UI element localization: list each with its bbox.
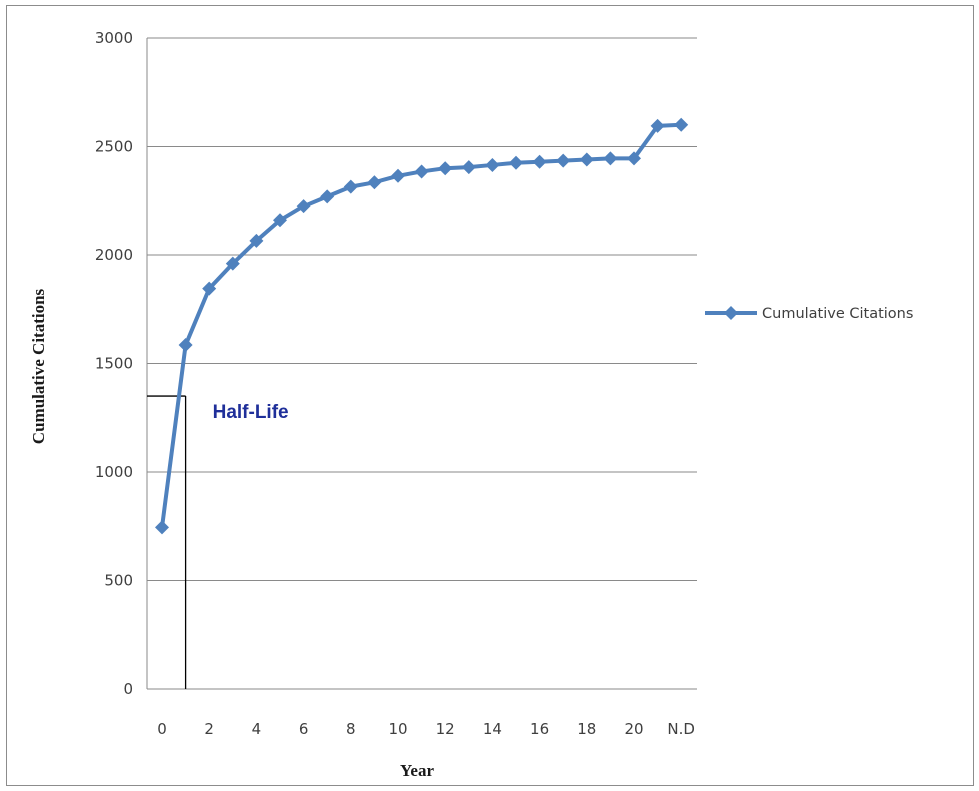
data-point-marker (509, 155, 523, 170)
series-line (160, 122, 682, 528)
gridlines (147, 37, 697, 581)
data-point-marker (579, 152, 594, 167)
x-tick-label: 6 (299, 720, 309, 738)
x-tick-label: 16 (530, 720, 549, 738)
data-point-marker (438, 161, 453, 176)
data-point-marker (556, 153, 571, 168)
data-point-marker (674, 117, 689, 132)
y-tick-label: 1000 (95, 463, 133, 481)
x-tick-label: 8 (346, 720, 356, 738)
data-point-marker (603, 151, 618, 166)
x-axis-title: Year (400, 761, 434, 780)
data-point-marker (627, 151, 641, 166)
x-tick-label: N.D (667, 720, 695, 738)
x-tick-label: 4 (252, 720, 262, 738)
axes (146, 38, 697, 690)
data-point-marker (391, 168, 405, 183)
data-point-marker (461, 160, 476, 175)
data-point-marker (650, 118, 665, 133)
y-tick-label: 1500 (95, 355, 133, 373)
x-tick-label: 10 (388, 720, 407, 738)
x-tick-label: 2 (204, 720, 214, 738)
half-life-label: Half-Life (213, 402, 289, 423)
y-tick-label: 2000 (95, 246, 133, 264)
data-point-marker (155, 520, 169, 535)
data-point-marker (485, 157, 500, 172)
legend-label: Cumulative Citations (762, 306, 913, 322)
y-tick-label: 2500 (95, 138, 133, 156)
legend: Cumulative Citations (705, 306, 913, 322)
x-tick-label: 20 (624, 720, 643, 738)
data-point-marker (532, 154, 547, 169)
chart-frame: 0 500 1000 1500 2000 2500 3000 0 2 4 6 8 10 12 14 16 18… (6, 5, 974, 786)
half-life-annotation: Half-Life (147, 395, 289, 689)
axis-titles: Year Cumulative Citations (29, 288, 434, 780)
y-tick-labels: 0 500 1000 1500 2000 2500 3000 (95, 29, 133, 698)
data-point-marker (414, 164, 429, 179)
y-tick-label: 500 (104, 572, 133, 590)
x-tick-labels: 0 2 4 6 8 10 12 14 16 18 20 N.D (157, 720, 695, 738)
data-point-marker (320, 189, 335, 204)
line-chart: 0 500 1000 1500 2000 2500 3000 0 2 4 6 8 10 12 14 16 18… (29, 29, 913, 780)
x-tick-label: 12 (436, 720, 455, 738)
data-point-marker (202, 281, 217, 296)
legend-diamond-marker (724, 306, 738, 320)
data-point-marker (367, 175, 382, 190)
data-point-marker (273, 213, 287, 228)
data-point-marker (296, 199, 311, 214)
data-point-marker (225, 256, 240, 271)
data-point-marker (178, 338, 193, 353)
x-tick-label: 14 (483, 720, 502, 738)
y-tick-label: 3000 (95, 29, 133, 47)
data-point-marker (343, 179, 358, 194)
data-point-marker (249, 233, 264, 248)
x-tick-label: 18 (577, 720, 596, 738)
y-axis-title: Cumulative Citations (29, 288, 48, 444)
x-tick-label: 0 (157, 720, 167, 738)
y-tick-label: 0 (123, 680, 133, 698)
series-cumulative-citations (155, 117, 689, 535)
